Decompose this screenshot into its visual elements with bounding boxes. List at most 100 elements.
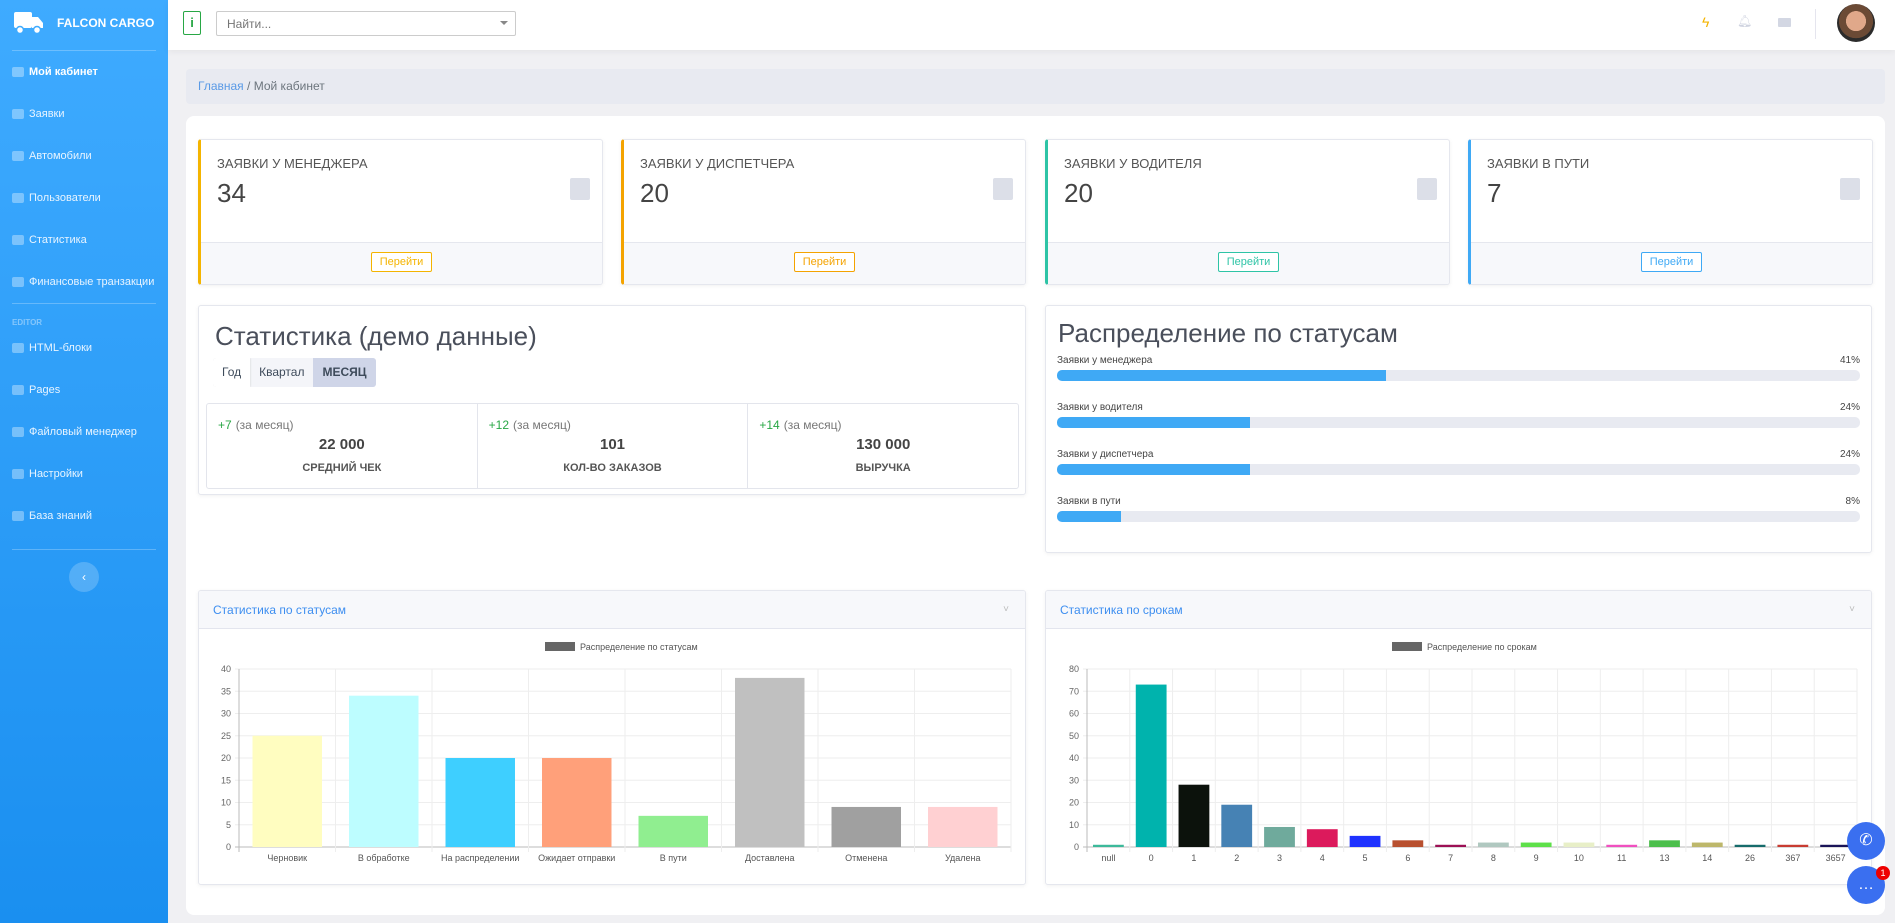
avatar[interactable] xyxy=(1837,4,1875,42)
bar[interactable] xyxy=(1649,840,1680,847)
y-tick-label: 70 xyxy=(1069,686,1079,696)
bar[interactable] xyxy=(1477,842,1509,847)
sidebar-item[interactable]: Автомобили xyxy=(12,150,92,162)
bar[interactable] xyxy=(831,806,901,847)
chart-icon xyxy=(12,235,24,245)
sidebar-item[interactable]: Pages xyxy=(12,384,60,396)
kpi-delta: +14 (за месяц) xyxy=(759,418,841,432)
sidebar-item[interactable]: Статистика xyxy=(12,234,87,246)
chevron-down-icon[interactable] xyxy=(500,21,508,25)
bar[interactable] xyxy=(1563,842,1595,847)
tab-month[interactable]: МЕСЯЦ xyxy=(313,358,376,387)
y-tick-label: 40 xyxy=(1069,753,1079,763)
sidebar-item[interactable]: Заявки xyxy=(12,108,65,120)
stat-card: ЗАЯВКИ У МЕНЕДЖЕРА 34 Перейти xyxy=(198,139,603,285)
bar[interactable] xyxy=(735,677,805,847)
panel-header[interactable]: Статистика по срокам ˅ xyxy=(1046,591,1871,629)
bar[interactable] xyxy=(1306,829,1338,847)
bar[interactable] xyxy=(1820,844,1852,847)
x-tick-label: 3657 xyxy=(1826,853,1846,863)
sidebar-item-label: Финансовые транзакции xyxy=(29,276,155,288)
chevron-down-icon[interactable]: ˅ xyxy=(1003,604,1009,615)
x-tick-label: 0 xyxy=(1149,853,1154,863)
bell-icon[interactable]: 🔔︎ xyxy=(1737,14,1753,28)
bar[interactable] xyxy=(252,735,322,847)
stat-title: ЗАЯВКИ У МЕНЕДЖЕРА xyxy=(217,156,368,171)
bolt-icon[interactable]: ϟ xyxy=(1702,14,1710,30)
breadcrumb-home[interactable]: Главная xyxy=(198,79,244,93)
go-button[interactable]: Перейти xyxy=(370,252,433,272)
divider xyxy=(12,549,156,550)
bar[interactable] xyxy=(1264,826,1295,847)
progress-item: Заявки у водителя 24% xyxy=(1057,402,1860,428)
bar[interactable] xyxy=(1135,684,1167,847)
bar[interactable] xyxy=(1178,784,1210,847)
x-tick-label: Доставлена xyxy=(745,853,795,863)
sidebar-item-label: Пользователи xyxy=(29,192,101,204)
kpi: +12 (за месяц) 101 КОЛ-ВО ЗАКАЗОВ xyxy=(478,404,749,488)
sidebar-item[interactable]: Настройки xyxy=(12,468,83,480)
bar[interactable] xyxy=(1606,844,1638,847)
period-tabs: Год Квартал МЕСЯЦ xyxy=(213,358,376,387)
breadcrumb: Главная / Мой кабинет xyxy=(186,69,1885,104)
stat-value: 34 xyxy=(217,178,246,208)
brand-name: FALCON CARGO xyxy=(57,16,155,30)
y-tick-label: 5 xyxy=(226,820,231,830)
bar[interactable] xyxy=(638,815,708,847)
sidebar-item[interactable]: База знаний xyxy=(12,510,92,522)
bar[interactable] xyxy=(1777,844,1809,847)
sidebar-item[interactable]: HTML-блоки xyxy=(12,342,92,354)
y-tick-label: 80 xyxy=(1069,664,1079,674)
folder-icon xyxy=(12,427,24,437)
stat-title: ЗАЯВКИ В ПУТИ xyxy=(1487,156,1590,171)
bar[interactable] xyxy=(1435,844,1467,847)
chevron-down-icon[interactable]: ˅ xyxy=(1849,604,1855,615)
sidebar-item[interactable]: Мой кабинет xyxy=(12,66,98,78)
y-tick-label: 20 xyxy=(221,753,231,763)
terms-chart-panel: Статистика по срокам ˅ Распределение по с… xyxy=(1045,590,1872,885)
page-icon xyxy=(12,385,24,395)
bar[interactable] xyxy=(1092,844,1124,847)
x-tick-label: Удалена xyxy=(945,853,981,863)
stat-title: ЗАЯВКИ У ДИСПЕТЧЕРА xyxy=(640,156,795,171)
distribution-title: Распределение по статусам xyxy=(1058,318,1398,348)
x-tick-label: 6 xyxy=(1405,853,1410,863)
collapse-sidebar-button[interactable]: ‹ xyxy=(69,562,99,592)
sidebar-item[interactable]: Пользователи xyxy=(12,192,101,204)
bar[interactable] xyxy=(349,695,419,847)
kpi-label: КОЛ-ВО ЗАКАЗОВ xyxy=(563,462,662,474)
go-button[interactable]: Перейти xyxy=(1640,252,1703,272)
panel-header[interactable]: Статистика по статусам ˅ xyxy=(199,591,1025,629)
progress-track xyxy=(1057,511,1860,522)
y-tick-label: 40 xyxy=(221,664,231,674)
calendar-icon xyxy=(1417,178,1437,200)
search-input[interactable] xyxy=(216,11,516,36)
stat-footer: Перейти xyxy=(1048,242,1449,284)
mail-icon[interactable] xyxy=(1778,18,1791,27)
bar[interactable] xyxy=(1691,842,1723,847)
kpi-period: (за месяц) xyxy=(235,418,294,432)
tab-year[interactable]: Год xyxy=(213,358,251,387)
bar[interactable] xyxy=(542,758,612,847)
y-tick-label: 0 xyxy=(1074,842,1079,852)
bar[interactable] xyxy=(1520,842,1552,847)
sidebar-item[interactable]: Финансовые транзакции xyxy=(12,276,154,288)
bar[interactable] xyxy=(928,806,998,847)
y-tick-label: 35 xyxy=(221,686,231,696)
sidebar-item[interactable]: Файловый менеджер xyxy=(12,426,137,438)
dashboard-icon xyxy=(12,67,24,77)
info-button[interactable]: i xyxy=(183,11,201,35)
bar[interactable] xyxy=(1221,804,1253,847)
go-button[interactable]: Перейти xyxy=(793,252,856,272)
tab-quarter[interactable]: Квартал xyxy=(259,365,305,379)
kpi-label: ВЫРУЧКА xyxy=(855,462,911,474)
progress-label: Заявки у диспетчера xyxy=(1057,449,1154,460)
bar[interactable] xyxy=(445,758,515,847)
go-button[interactable]: Перейти xyxy=(1217,252,1280,272)
kpi-delta-value: +14 xyxy=(759,418,780,432)
phone-chat-button[interactable]: ✆ xyxy=(1847,822,1885,860)
bar[interactable] xyxy=(1734,844,1766,847)
bar[interactable] xyxy=(1392,840,1424,847)
y-tick-label: 60 xyxy=(1069,709,1079,719)
bar[interactable] xyxy=(1349,835,1381,847)
